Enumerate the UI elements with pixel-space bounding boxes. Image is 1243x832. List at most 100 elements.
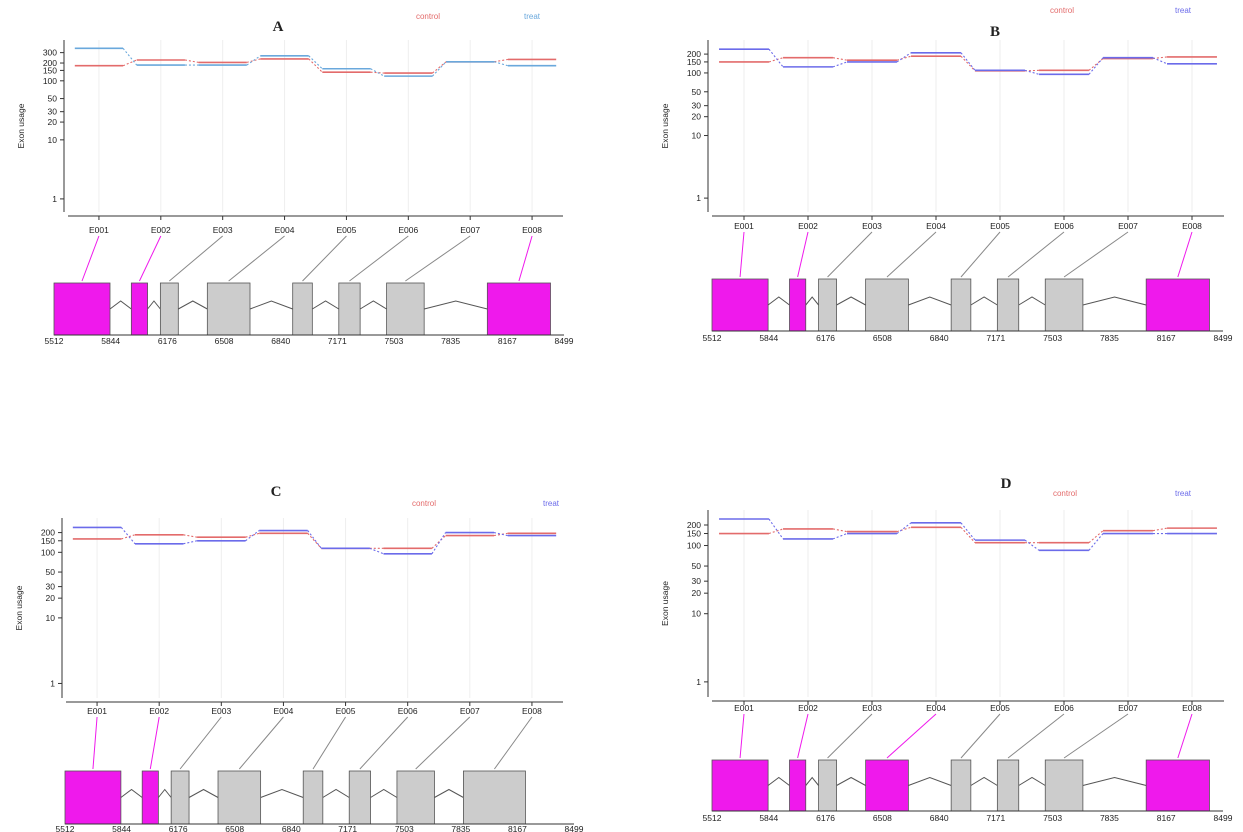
- y-tick-label: 20: [692, 588, 702, 598]
- series-control-connector: [832, 57, 848, 61]
- genomic-tick-label: 8499: [1214, 333, 1233, 343]
- y-tick-label: 20: [46, 593, 56, 603]
- exon-connector: [179, 716, 222, 770]
- series-control-connector: [184, 59, 199, 63]
- genomic-tick-label: 7503: [384, 336, 403, 346]
- y-tick-label: 30: [692, 101, 702, 111]
- exon-connector: [228, 235, 285, 282]
- genomic-tick-label: 7503: [395, 824, 414, 832]
- legend-control: control: [1050, 6, 1074, 15]
- y-tick-label: 200: [687, 520, 701, 530]
- intron-line: [312, 300, 340, 310]
- intron-line: [836, 296, 866, 306]
- series-treat-connector: [369, 547, 384, 555]
- y-tick-label: 20: [48, 117, 58, 127]
- exon-box-e004: [217, 770, 262, 825]
- series-control-connector: [432, 61, 447, 74]
- intron-line: [434, 788, 464, 798]
- exon-box-e007: [396, 770, 435, 825]
- genomic-tick-label: 5512: [56, 824, 75, 832]
- series-control-connector: [768, 528, 784, 535]
- series-control-connector: [896, 55, 912, 61]
- exon-box-e005: [302, 770, 324, 825]
- genomic-tick-label: 7835: [1100, 813, 1119, 823]
- y-tick-label: 20: [692, 112, 702, 122]
- intron-line: [836, 776, 866, 786]
- series-treat-connector: [896, 52, 912, 63]
- exon-box-e008: [463, 770, 526, 825]
- legend-treat: treat: [543, 499, 560, 508]
- genomic-tick-label: 6508: [215, 336, 234, 346]
- legend-control: control: [1053, 489, 1077, 498]
- exon-label-e005: E005: [990, 703, 1010, 713]
- intron-line: [370, 788, 398, 798]
- exon-connector: [797, 231, 809, 278]
- genomic-tick-label: 5512: [45, 336, 64, 346]
- intron-line: [908, 776, 952, 786]
- exon-connector: [960, 713, 1001, 759]
- series-treat-connector: [431, 532, 447, 555]
- genomic-tick-label: 7171: [328, 336, 347, 346]
- exon-box-e004: [206, 282, 251, 336]
- exon-label-e008: E008: [1182, 221, 1202, 231]
- genomic-tick-label: 6840: [271, 336, 290, 346]
- exon-connector: [1063, 713, 1129, 759]
- intron-line: [109, 300, 132, 310]
- genomic-tick-label: 5844: [759, 813, 778, 823]
- exon-connector: [1063, 231, 1129, 278]
- genomic-tick-label: 6176: [816, 333, 835, 343]
- series-treat-connector: [432, 61, 447, 77]
- genomic-tick-label: 6508: [225, 824, 244, 832]
- y-tick-label: 150: [41, 536, 55, 546]
- series-treat-connector: [768, 518, 784, 540]
- y-axis-title: Exon usage: [16, 103, 26, 148]
- intron-line: [249, 300, 293, 310]
- exon-label-e007: E007: [460, 706, 480, 716]
- intron-line: [1018, 296, 1046, 306]
- panel-label: D: [1001, 476, 1012, 492]
- exon-connector: [1007, 231, 1065, 278]
- series-control-connector: [493, 532, 508, 537]
- intron-line: [322, 788, 350, 798]
- genomic-tick-label: 7835: [451, 824, 470, 832]
- intron-line: [767, 776, 790, 786]
- series-treat-connector: [494, 61, 509, 67]
- genomic-tick-label: 5512: [703, 813, 722, 823]
- exon-connector: [886, 231, 937, 278]
- exon-connector: [139, 235, 162, 282]
- y-tick-label: 300: [43, 48, 57, 58]
- series-control-connector: [960, 55, 976, 72]
- exon-label-e001: E001: [734, 221, 754, 231]
- y-tick-label: 1: [696, 193, 701, 203]
- genomic-tick-label: 6840: [930, 333, 949, 343]
- exon-box-e006: [348, 770, 371, 825]
- genomic-tick-label: 7835: [441, 336, 460, 346]
- y-tick-label: 150: [687, 529, 701, 539]
- y-tick-label: 30: [48, 107, 58, 117]
- exon-box-e007: [1044, 759, 1084, 812]
- y-tick-label: 10: [692, 609, 702, 619]
- exon-connector: [415, 716, 471, 770]
- intron-line: [767, 296, 790, 306]
- genomic-tick-label: 8499: [565, 824, 584, 832]
- exon-label-e006: E006: [1054, 703, 1074, 713]
- intron-line: [120, 788, 143, 798]
- exon-box-e006: [996, 759, 1020, 812]
- exon-connector: [149, 716, 160, 770]
- genomic-tick-label: 6840: [282, 824, 301, 832]
- genomic-tick-label: 5844: [112, 824, 131, 832]
- series-treat-connector: [120, 527, 136, 545]
- exon-box-e003: [818, 278, 837, 332]
- y-tick-label: 50: [48, 94, 58, 104]
- exon-connector: [960, 231, 1001, 278]
- exon-box-e005: [950, 759, 972, 812]
- intron-line: [1082, 776, 1147, 786]
- y-axis-title: Exon usage: [660, 581, 670, 626]
- y-axis-title: Exon usage: [14, 585, 24, 630]
- exon-label-e001: E001: [89, 225, 109, 235]
- exon-label-e004: E004: [926, 221, 946, 231]
- y-tick-label: 10: [48, 135, 58, 145]
- exon-label-e004: E004: [274, 706, 294, 716]
- series-control-connector: [370, 71, 385, 74]
